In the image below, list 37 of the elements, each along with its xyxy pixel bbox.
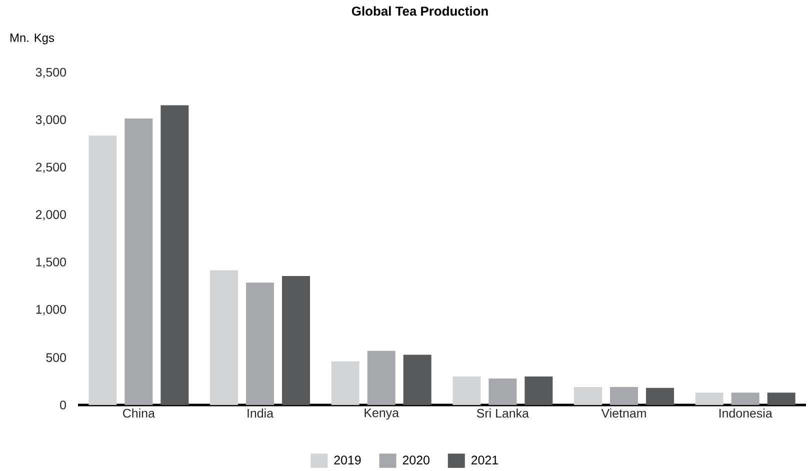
y-tick-label: 1,000 <box>36 305 66 316</box>
x-tick-label: China <box>123 408 155 418</box>
bar <box>610 386 638 405</box>
bar <box>367 350 396 405</box>
bar <box>488 378 517 405</box>
bar <box>767 392 796 405</box>
bar <box>524 376 553 405</box>
y-axis-title: Mn. Kgs <box>10 34 54 44</box>
chart-title: Global Tea Production <box>352 6 488 16</box>
y-tick-label: 0 <box>60 400 66 410</box>
y-tick-label: 1,500 <box>36 258 66 268</box>
bar <box>88 136 117 405</box>
legend-label: 2020 <box>402 456 430 464</box>
legend-label: 2021 <box>471 456 498 464</box>
bar <box>160 105 189 405</box>
y-tick-label: 2,500 <box>36 162 66 173</box>
bar <box>403 354 432 405</box>
bar <box>124 118 153 405</box>
y-tick-label: 3,500 <box>36 68 66 78</box>
bar <box>452 376 481 405</box>
x-tick-label: India <box>248 408 274 418</box>
x-tick-label: Vietnam <box>601 408 646 418</box>
x-tick-label: Kenya <box>364 408 399 420</box>
bar <box>695 392 724 405</box>
bar <box>731 392 760 405</box>
bar <box>210 270 238 405</box>
bar <box>282 276 310 405</box>
y-tick-label: 2,000 <box>36 210 66 220</box>
y-tick-label: 3,000 <box>36 115 66 126</box>
bar <box>574 386 602 405</box>
y-tick-label: 500 <box>46 353 66 362</box>
x-tick-label: Indonesia <box>719 408 772 418</box>
x-tick-label: Sri Lanka <box>476 408 529 418</box>
bar <box>331 361 360 405</box>
legend-label: 2019 <box>334 456 361 464</box>
bar <box>246 282 274 405</box>
bar <box>646 388 674 405</box>
